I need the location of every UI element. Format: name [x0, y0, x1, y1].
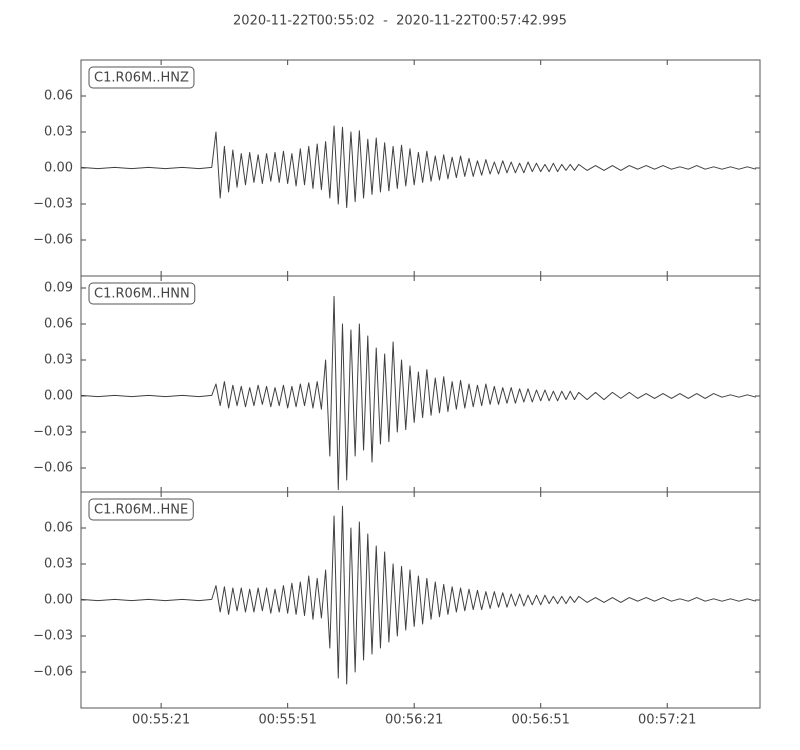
x-tick-label: 00:57:21 [638, 713, 696, 728]
y-tick-label: −0.03 [33, 197, 73, 212]
x-tick-label: 00:56:51 [512, 713, 570, 728]
trace [81, 295, 756, 491]
y-tick-label: 0.00 [44, 161, 73, 176]
y-tick-label: −0.06 [33, 665, 73, 680]
y-tick-label: −0.03 [33, 629, 73, 644]
legend-label: C1.R06M..HNZ [94, 71, 189, 86]
y-tick-label: 0.09 [44, 281, 73, 296]
y-tick-label: 0.00 [44, 593, 73, 608]
legend-box [88, 282, 196, 305]
y-tick-label: 0.06 [44, 89, 73, 104]
chart-title: 2020-11-22T00:55:02 - 2020-11-22T00:57:4… [233, 14, 567, 29]
y-tick-label: 0.06 [44, 317, 73, 332]
x-tick-label: 00:55:51 [258, 713, 316, 728]
y-tick-label: 0.03 [44, 353, 73, 368]
legend-label: C1.R06M..HNE [94, 503, 188, 518]
panel-frame [80, 491, 761, 709]
panel-frame [80, 275, 761, 493]
legend-label: C1.R06M..HNN [94, 287, 190, 302]
y-tick-label: 0.00 [44, 389, 73, 404]
y-tick-label: −0.03 [33, 425, 73, 440]
y-tick-label: −0.06 [33, 461, 73, 476]
legend-box [88, 498, 194, 521]
y-tick-label: 0.03 [44, 557, 73, 572]
legend-box [88, 66, 195, 89]
y-tick-label: 0.06 [44, 521, 73, 536]
y-tick-label: −0.06 [33, 233, 73, 248]
trace [81, 505, 756, 685]
x-tick-label: 00:56:21 [385, 713, 443, 728]
trace [81, 125, 756, 209]
y-tick-label: 0.03 [44, 125, 73, 140]
x-tick-label: 00:55:21 [132, 713, 190, 728]
